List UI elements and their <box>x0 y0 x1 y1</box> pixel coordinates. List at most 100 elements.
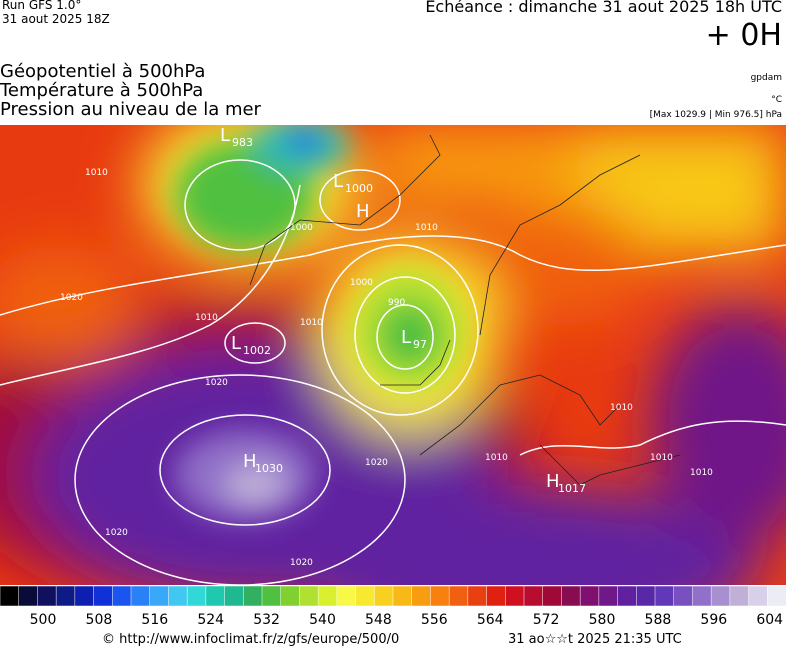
isobar-label: 1010 <box>195 313 218 323</box>
isobar-label: 1000 <box>290 223 313 233</box>
color-swatch <box>224 586 245 607</box>
colorbar-label: 556 <box>421 612 448 628</box>
isobar-label: 1010 <box>85 168 108 178</box>
isobar-label: 1010 <box>610 403 633 413</box>
colorbar-label: 580 <box>589 612 616 628</box>
center-value: 97 <box>413 338 427 351</box>
isobar-label: 1020 <box>365 458 388 468</box>
offset: + 0H <box>705 18 782 53</box>
colorbar-label: 572 <box>533 612 560 628</box>
color-swatch <box>74 586 95 607</box>
color-swatch <box>392 586 413 607</box>
isobar-label: 1010 <box>300 318 323 328</box>
color-swatch <box>0 586 20 607</box>
run-date: 31 aout 2025 18Z <box>2 12 110 26</box>
color-swatch <box>561 586 581 607</box>
colorbar-label: 508 <box>86 612 113 628</box>
color-swatch <box>729 586 750 607</box>
colorbar-label: 548 <box>365 612 392 628</box>
color-swatch <box>336 586 357 607</box>
color-swatch <box>542 586 563 607</box>
center-letter: L <box>220 125 230 146</box>
color-swatch <box>299 586 319 607</box>
color-swatch <box>710 586 731 607</box>
center-value: 1017 <box>558 482 586 495</box>
colorbar-label: 596 <box>700 612 727 628</box>
pressure-range: [Max 1029.9 | Min 976.5] hPa <box>649 110 782 120</box>
color-swatch <box>673 586 694 607</box>
colorbar-label: 516 <box>141 612 168 628</box>
color-swatch <box>130 586 151 607</box>
run: Run GFS 1.0° <box>2 0 82 12</box>
color-swatch <box>317 586 338 607</box>
isobar-label: 1010 <box>650 453 673 463</box>
colorbar-label: 564 <box>477 612 504 628</box>
color-swatch <box>448 586 469 607</box>
colorbar-label: 532 <box>253 612 280 628</box>
field: Pression au niveau de la mer <box>0 99 261 120</box>
isobar-label: 990 <box>388 298 405 308</box>
isobar-label: 1010 <box>690 468 713 478</box>
colorbar-label: 588 <box>645 612 672 628</box>
color-swatch <box>168 586 188 607</box>
isobar-label: 1010 <box>485 453 508 463</box>
color-swatch <box>467 586 488 607</box>
color-swatch <box>411 586 432 607</box>
color-swatch <box>55 586 76 607</box>
unit: °C <box>771 95 782 105</box>
center-value: 1000 <box>345 182 373 195</box>
field: Géopotentiel à 500hPa <box>0 61 206 82</box>
center-letter: L <box>401 327 411 348</box>
color-swatch <box>486 586 507 607</box>
colorbar: 500 508 516 524 532 540 548 556 564 572 580 588 596 6… <box>0 586 786 647</box>
center-value: 1030 <box>255 462 283 475</box>
center-letter: H <box>243 451 257 472</box>
color-swatch <box>18 586 39 607</box>
center-value: 1002 <box>243 344 271 357</box>
color-swatch <box>748 586 769 607</box>
colorbar-label: 604 <box>756 612 783 628</box>
color-swatch <box>692 586 712 607</box>
color-swatch <box>636 586 656 607</box>
colorbar-label: 500 <box>30 612 57 628</box>
colorbar-label: 540 <box>309 612 336 628</box>
color-swatch <box>430 586 450 607</box>
colorbar-label: 524 <box>197 612 224 628</box>
color-swatch <box>654 586 675 607</box>
color-swatch <box>355 586 376 607</box>
color-swatch <box>149 586 170 607</box>
color-swatch <box>579 586 600 607</box>
isobar-label: 1000 <box>350 278 373 288</box>
center-letter: L <box>333 171 343 192</box>
color-swatch <box>598 586 619 607</box>
source: © http://www.infoclimat.fr/z/gfs/europe/… <box>102 632 399 647</box>
timestamp: 31 ao☆☆t 2025 21:35 UTC <box>508 632 682 647</box>
color-swatch <box>205 586 226 607</box>
center-letter: H <box>546 471 560 492</box>
color-swatch <box>243 586 263 607</box>
color-swatch <box>523 586 544 607</box>
unit: gpdam <box>750 73 782 83</box>
center-letter: L <box>231 333 241 354</box>
center-letter: H <box>356 201 370 222</box>
isobar-label: 1020 <box>205 378 228 388</box>
isobar-label: 1020 <box>290 558 313 568</box>
isobar-label: 1020 <box>105 528 128 538</box>
color-swatch <box>767 586 786 607</box>
color-swatch <box>37 586 57 607</box>
color-swatch <box>112 586 132 607</box>
color-swatch <box>374 586 394 607</box>
color-swatch <box>280 586 301 607</box>
echeance: Echéance : dimanche 31 aout 2025 18h UTC <box>425 0 782 16</box>
center-value: 983 <box>232 136 253 149</box>
isobar-label: 1010 <box>415 223 438 233</box>
color-swatch <box>261 586 282 607</box>
color-swatch <box>617 586 638 607</box>
isobar-label: 1020 <box>60 293 83 303</box>
color-swatch <box>186 586 207 607</box>
color-swatch <box>93 586 114 607</box>
field: Température à 500hPa <box>0 80 204 101</box>
color-swatch <box>505 586 525 607</box>
